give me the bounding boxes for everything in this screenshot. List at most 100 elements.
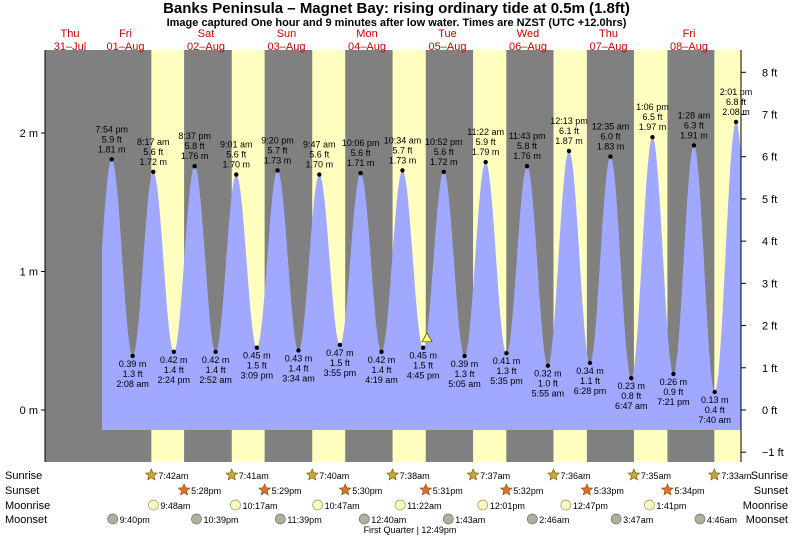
moonset-time: 9:40pm (120, 515, 150, 525)
high-tide-point (358, 170, 363, 176)
left-axis-tick-label: 0 m (20, 405, 38, 417)
tide-curve (102, 121, 741, 431)
row-label-right: Sunset (754, 485, 788, 497)
sunset-icon (580, 483, 594, 496)
sunrise-time: 7:38am (400, 471, 430, 481)
low-tide-point (296, 348, 301, 353)
high-tide-label: 5.6 ft (434, 147, 455, 157)
moonset-time: 2:46am (539, 515, 569, 525)
right-axis-tick-label: 1 ft (762, 363, 777, 375)
sunrise-time: 7:41am (239, 471, 269, 481)
high-tide-point (317, 172, 322, 177)
low-tide-label: 3:09 pm (241, 371, 274, 381)
low-tide-label: 1.3 ft (123, 369, 144, 379)
low-tide-label: 7:21 pm (657, 397, 690, 407)
moonset-time: 3:47am (623, 515, 653, 525)
right-axis-tick-label: −1 ft (762, 447, 784, 459)
moonset-icon (358, 513, 370, 525)
low-tide-point (379, 349, 384, 355)
moonrise-icon (477, 499, 489, 511)
sunset-icon (419, 483, 433, 496)
row-label-right: Moonset (746, 514, 788, 526)
day-date-label: 08–Aug (670, 41, 708, 53)
low-tide-label: 0.42 m (368, 355, 396, 365)
low-tide-label: 0.32 m (534, 369, 562, 379)
right-axis-tick-label: 8 ft (762, 67, 777, 79)
high-tide-label: 9:20 pm (261, 135, 294, 145)
high-tide-label: 1.79 m (472, 147, 500, 157)
low-tide-label: 0.39 m (451, 359, 479, 369)
current-tide-marker (421, 331, 433, 343)
sunrise-icon (305, 468, 319, 481)
row-label-right: Moonrise (743, 500, 788, 512)
sunset-time: 5:29pm (272, 486, 302, 496)
low-tide-label: 0.4 ft (705, 405, 726, 415)
high-tide-point (192, 164, 197, 169)
low-tide-label: 7:40 am (698, 415, 731, 425)
high-tide-label: 5.9 ft (102, 134, 123, 144)
moonrise-time: 1:41pm (656, 501, 686, 511)
right-axis-tick-label: 4 ft (762, 236, 777, 248)
moonrise-icon (560, 499, 572, 511)
day-name-label: Fri (683, 28, 696, 40)
moonset-icon (191, 513, 202, 525)
sunrise-icon (707, 468, 721, 481)
low-tide-label: 1.5 ft (330, 358, 351, 368)
moonset-time: 4:46am (707, 515, 737, 525)
sunrise-icon (627, 468, 641, 481)
low-tide-label: 5:35 pm (490, 376, 523, 386)
sunset-time: 5:28pm (191, 486, 221, 496)
high-tide-point (691, 143, 697, 148)
low-tide-point (504, 351, 509, 356)
low-tide-label: 1.5 ft (413, 361, 434, 371)
high-tide-label: 2:01 pm (720, 87, 753, 97)
moonrise-time: 11:22am (407, 501, 441, 511)
sunrise-icon (386, 468, 400, 481)
moonset-time: 11:39pm (287, 515, 321, 525)
high-tide-label: 5.8 ft (517, 141, 538, 151)
high-tide-label: 5.6 ft (226, 150, 247, 160)
day-date-label: 03–Aug (268, 41, 306, 53)
left-axis-tick-label: 1 m (20, 267, 38, 279)
sunrise-time: 7:42am (158, 471, 188, 481)
high-tide-label: 1.81 m (98, 144, 126, 154)
low-tide-label: 1.5 ft (247, 361, 268, 371)
moonrise-icon (394, 499, 406, 511)
low-tide-label: 5:05 am (448, 379, 481, 389)
low-tide-point (712, 389, 717, 395)
low-tide-label: 1.3 ft (455, 369, 476, 379)
moonset-icon (694, 513, 706, 525)
low-tide-point (545, 363, 551, 368)
low-tide-label: 2:08 am (116, 379, 149, 389)
high-tide-label: 5.6 ft (351, 148, 372, 158)
low-tide-label: 1.4 ft (164, 365, 185, 375)
day-name-label: Thu (599, 28, 618, 40)
low-tide-point (130, 353, 135, 359)
low-tide-label: 4:19 am (365, 375, 398, 385)
day-name-label: Sun (277, 28, 297, 40)
moon-phase-label: First Quarter | 12:49pm (364, 525, 457, 535)
low-tide-label: 1.1 ft (580, 376, 601, 386)
chart-title: Banks Peninsula – Magnet Bay: rising ord… (163, 0, 630, 17)
low-tide-label: 1.4 ft (371, 365, 392, 375)
high-tide-label: 8:17 am (137, 137, 170, 147)
day-date-label: 04–Aug (348, 41, 386, 53)
high-tide-point (275, 168, 280, 173)
low-tide-point (629, 375, 634, 381)
moonset-icon (442, 513, 454, 525)
day-date-label: 31–Jul (54, 41, 86, 53)
high-tide-label: 12:13 pm (550, 116, 588, 126)
high-tide-point (524, 164, 530, 169)
high-tide-point (483, 159, 488, 165)
high-tide-label: 5.7 ft (268, 145, 289, 155)
sunrise-icon (547, 468, 560, 481)
sunset-time: 5:32pm (513, 486, 543, 496)
left-axis-tick-label: 2 m (20, 128, 38, 140)
high-tide-label: 6.8 ft (726, 97, 747, 107)
moonrise-time: 10:17am (242, 501, 277, 511)
moonrise-time: 10:47am (325, 501, 360, 511)
right-axis-tick-label: 0 ft (762, 405, 777, 417)
sunrise-icon (466, 468, 480, 481)
low-tide-point (587, 360, 593, 366)
day-name-label: Mon (356, 28, 377, 40)
